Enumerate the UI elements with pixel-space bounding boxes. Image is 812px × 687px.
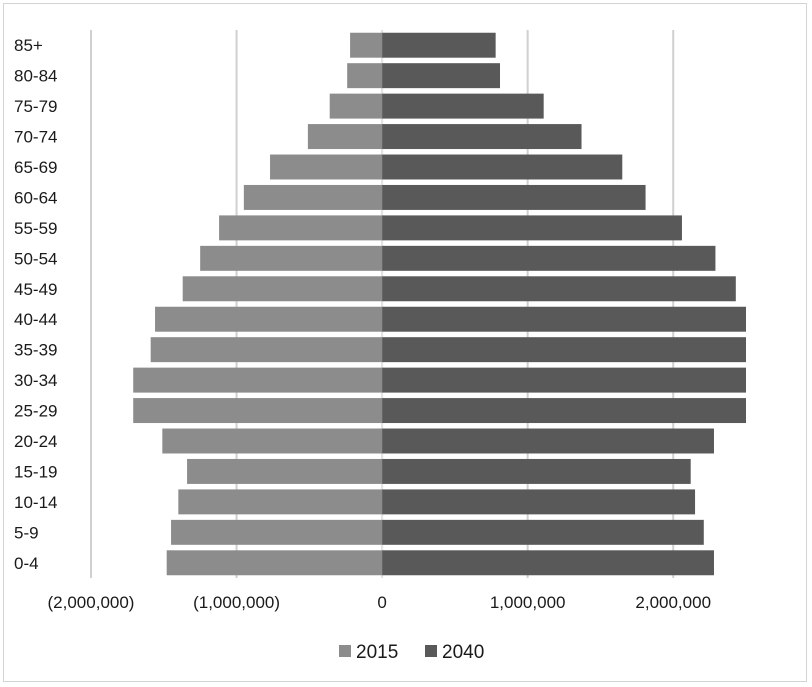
bar-2015-70-74 bbox=[307, 124, 383, 150]
bar-2015-65-69 bbox=[270, 154, 383, 180]
bar-2015-60-64 bbox=[243, 184, 383, 210]
category-label-50-54: 50-54 bbox=[14, 249, 57, 268]
bar-2040-45-49 bbox=[382, 276, 736, 302]
bar-2015-10-14 bbox=[178, 489, 383, 515]
bar-2040-70-74 bbox=[382, 124, 582, 150]
value-tick-label-4: 2,000,000 bbox=[635, 593, 711, 612]
bars bbox=[133, 32, 746, 576]
category-label-10-14: 10-14 bbox=[14, 493, 57, 512]
category-label-70-74: 70-74 bbox=[14, 128, 57, 147]
value-tick-label-0: (2,000,000) bbox=[48, 593, 135, 612]
bar-2015-50-54 bbox=[200, 245, 383, 271]
category-label-5-9: 5-9 bbox=[14, 523, 39, 542]
gridlines bbox=[90, 30, 675, 578]
category-label-45-49: 45-49 bbox=[14, 280, 57, 299]
value-tick-label-2: 0 bbox=[377, 593, 386, 612]
legend-swatch-2040 bbox=[425, 645, 437, 657]
legend-swatch-2015 bbox=[339, 645, 351, 657]
bar-2015-85+ bbox=[350, 32, 383, 58]
legend: 2015 2040 bbox=[339, 642, 484, 663]
category-label-15-19: 15-19 bbox=[14, 462, 57, 481]
bar-2040-50-54 bbox=[382, 245, 716, 271]
category-label-20-24: 20-24 bbox=[14, 432, 57, 451]
category-label-60-64: 60-64 bbox=[14, 188, 57, 207]
bar-2015-30-34 bbox=[133, 367, 383, 393]
bar-2040-10-14 bbox=[382, 489, 696, 515]
bar-2040-65-69 bbox=[382, 154, 623, 180]
bar-2040-15-19 bbox=[382, 458, 691, 484]
bar-2040-75-79 bbox=[382, 93, 544, 119]
bar-2015-5-9 bbox=[171, 519, 383, 545]
bar-2040-85+ bbox=[382, 32, 496, 58]
bar-2040-35-39 bbox=[382, 337, 746, 363]
bar-2040-30-34 bbox=[382, 367, 746, 393]
bar-2015-35-39 bbox=[150, 337, 383, 363]
category-label-40-44: 40-44 bbox=[14, 310, 57, 329]
bar-2015-20-24 bbox=[162, 428, 383, 454]
bar-2040-60-64 bbox=[382, 184, 646, 210]
category-label-30-34: 30-34 bbox=[14, 371, 57, 390]
category-label-25-29: 25-29 bbox=[14, 402, 57, 421]
bar-2015-55-59 bbox=[219, 215, 383, 241]
bar-2040-80-84 bbox=[382, 63, 501, 89]
value-axis-labels: (2,000,000) (1,000,000) 0 1,000,000 2,000,00… bbox=[48, 593, 712, 612]
bar-2040-0-4 bbox=[382, 550, 714, 576]
category-axis-labels: 85+ 80-84 75-79 70-74 65-69 60-64 55-59 50-54 45… bbox=[14, 36, 57, 573]
category-label-80-84: 80-84 bbox=[14, 67, 57, 86]
bar-2015-75-79 bbox=[329, 93, 383, 119]
category-label-65-69: 65-69 bbox=[14, 158, 57, 177]
bar-2040-5-9 bbox=[382, 519, 704, 545]
value-tick-label-3: 1,000,000 bbox=[490, 593, 566, 612]
bar-2015-40-44 bbox=[155, 306, 383, 332]
bar-2040-40-44 bbox=[382, 306, 746, 332]
bar-2015-15-19 bbox=[187, 458, 383, 484]
legend-label-2015: 2015 bbox=[356, 642, 398, 663]
bar-2040-25-29 bbox=[382, 398, 746, 424]
bar-2015-0-4 bbox=[166, 550, 383, 576]
category-label-55-59: 55-59 bbox=[14, 219, 57, 238]
category-label-85+: 85+ bbox=[14, 36, 43, 55]
bar-2040-20-24 bbox=[382, 428, 714, 454]
category-label-75-79: 75-79 bbox=[14, 97, 57, 116]
bar-2015-80-84 bbox=[347, 63, 383, 89]
category-label-35-39: 35-39 bbox=[14, 341, 57, 360]
legend-label-2040: 2040 bbox=[442, 642, 484, 663]
bar-2015-25-29 bbox=[133, 398, 383, 424]
bar-2040-55-59 bbox=[382, 215, 682, 241]
category-label-0-4: 0-4 bbox=[14, 554, 39, 573]
bar-2015-45-49 bbox=[182, 276, 383, 302]
value-tick-label-1: (1,000,000) bbox=[193, 593, 280, 612]
